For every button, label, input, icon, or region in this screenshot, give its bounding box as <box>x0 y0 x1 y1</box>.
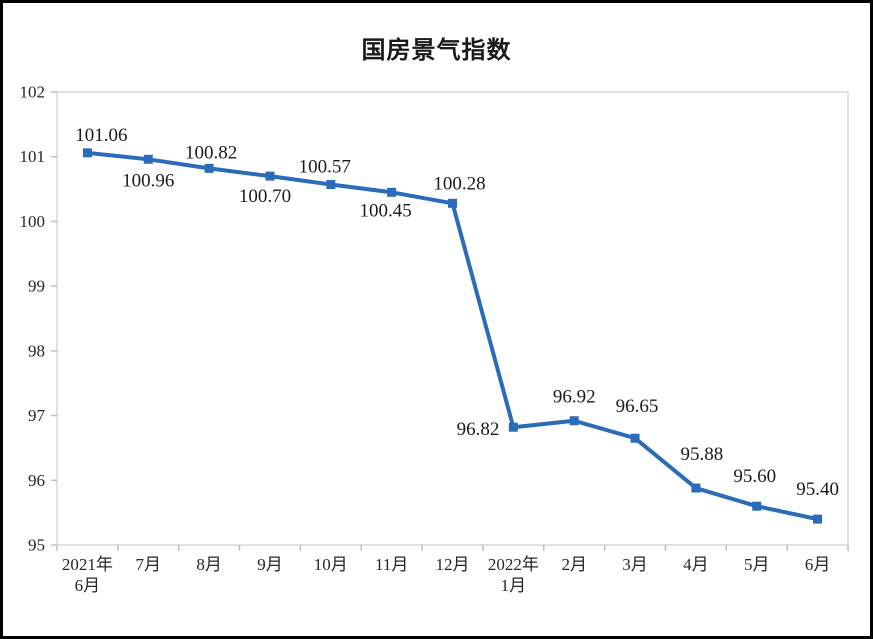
y-tick-label: 97 <box>28 406 46 425</box>
data-point-marker <box>265 171 275 181</box>
x-tick-label: 12月 <box>436 555 470 574</box>
data-label: 100.82 <box>185 142 237 163</box>
chart-title: 国房景气指数 <box>361 37 512 64</box>
x-tick-label: 2021年 <box>62 555 113 574</box>
data-point-marker <box>82 148 92 158</box>
data-label: 100.70 <box>239 186 291 207</box>
x-tick-label: 2022年 <box>488 555 539 574</box>
data-point-marker <box>569 416 579 426</box>
y-tick-label: 100 <box>20 212 46 231</box>
data-label: 100.28 <box>433 173 485 194</box>
data-label: 101.06 <box>75 125 127 146</box>
data-label: 95.60 <box>733 466 776 487</box>
x-tick-label: 11月 <box>375 555 408 574</box>
data-point-marker <box>752 501 762 511</box>
data-point-marker <box>508 422 518 432</box>
y-tick-label: 96 <box>28 471 45 490</box>
y-tick-label: 99 <box>28 277 45 296</box>
data-point-marker <box>387 187 397 197</box>
x-tick-label: 5月 <box>744 555 770 574</box>
x-tick-label: 6月 <box>805 555 831 574</box>
data-point-marker <box>630 433 640 443</box>
data-label: 96.65 <box>616 396 659 417</box>
x-tick-label: 7月 <box>136 555 162 574</box>
y-tick-label: 101 <box>20 147 46 166</box>
y-tick-label: 95 <box>28 536 45 555</box>
x-tick-label: 2月 <box>561 555 587 574</box>
x-tick-label: 6月 <box>75 576 101 595</box>
x-tick-label: 9月 <box>257 555 283 574</box>
data-label: 100.45 <box>360 200 412 221</box>
x-tick-label: 4月 <box>683 555 709 574</box>
data-label: 100.57 <box>299 157 351 178</box>
x-tick-label: 8月 <box>196 555 222 574</box>
plot-border <box>56 91 849 546</box>
data-label: 100.96 <box>122 170 174 191</box>
data-label: 96.82 <box>457 419 500 440</box>
data-label: 95.40 <box>796 479 839 500</box>
data-point-marker <box>326 180 336 190</box>
data-point-marker <box>813 514 823 524</box>
y-tick-label: 98 <box>28 341 45 360</box>
data-point-marker <box>691 483 701 493</box>
data-label: 96.92 <box>553 387 596 408</box>
data-point-marker <box>448 198 457 208</box>
data-label: 95.88 <box>681 444 724 465</box>
data-point-marker <box>204 163 214 173</box>
x-tick-label: 1月 <box>501 576 527 595</box>
x-tick-label: 10月 <box>314 555 348 574</box>
line-chart: 95 96 97 98 99 100 101 102 2021年 6月 7月 8月 9月 10月 11月 12… <box>20 83 849 595</box>
data-point-marker <box>143 154 153 164</box>
y-tick-label: 102 <box>20 83 46 102</box>
x-tick-label: 3月 <box>622 555 648 574</box>
